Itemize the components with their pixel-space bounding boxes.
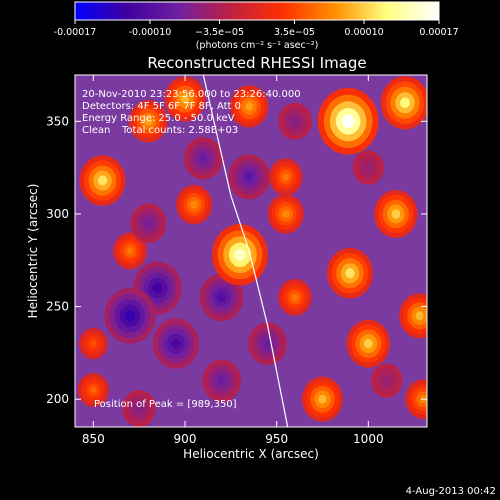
plot-area: 850 900 950 1000 200 250 300 350 20-Nov-2010 2… — [46, 74, 428, 446]
heatmap-contour — [97, 175, 108, 186]
heatmap-contour — [180, 94, 190, 104]
heatmap-contour — [282, 209, 290, 218]
annotation-counts: Total counts: 2.58E+03 — [121, 125, 238, 136]
y-tick-label: 250 — [46, 300, 69, 314]
heatmap-contour — [363, 338, 373, 349]
heatmap-contour — [383, 377, 390, 385]
y-axis-title: Heliocentric Y (arcsec) — [26, 184, 40, 319]
plot-frame — [74, 74, 428, 428]
heatmap-negative-blob — [152, 318, 199, 369]
heatmap-positive-blob — [399, 293, 427, 339]
x-tick-label: 950 — [265, 432, 288, 446]
colorbar-unit-label: (photons cm⁻² s⁻¹ asec⁻²) — [196, 40, 319, 51]
heatmap-positive-blob — [164, 76, 206, 122]
y-tick-label: 200 — [46, 392, 69, 406]
heatmap-positive-blob — [317, 87, 379, 155]
heatmap-positive-blob — [346, 319, 391, 368]
heatmap-positive-blob — [78, 327, 108, 360]
annotation-peak: Position of Peak = [989,350] — [94, 399, 237, 410]
heatmap-negative-blob — [228, 154, 270, 200]
y-tick-label: 350 — [46, 114, 69, 128]
heatmap-contour — [124, 310, 136, 322]
colorbar-tick-label: 0.00010 — [344, 27, 383, 38]
heatmap-positive-blob — [129, 100, 168, 143]
footer-date: 4-Aug-2013 00:42 — [406, 486, 496, 497]
heatmap-negative-blob — [278, 102, 312, 140]
heatmap-contour — [234, 248, 246, 261]
heatmap-contour — [190, 200, 198, 209]
heatmap-positive-blob — [77, 372, 109, 408]
annotation-clean: Clean — [82, 125, 110, 136]
heatmap-positive-blob — [212, 224, 268, 286]
x-axis-title: Heliocentric X (arcsec) — [183, 447, 319, 461]
heatmap-contour — [282, 173, 290, 181]
heatmap-negative-blob — [130, 203, 167, 244]
heatmap-negative-blob — [104, 287, 156, 344]
heatmap-positive-blob — [268, 158, 303, 196]
heatmap-positive-blob — [267, 194, 304, 234]
heatmap-positive-blob — [278, 278, 312, 316]
colorbar-tick-label: -0.00017 — [54, 27, 97, 38]
heatmap-contour — [144, 219, 152, 228]
heatmap-negative-blob — [352, 150, 384, 185]
heatmap-contour — [342, 114, 355, 128]
heatmap-contour — [144, 117, 153, 126]
heatmap-contour — [318, 394, 327, 404]
heatmap-negative-blob — [199, 273, 244, 322]
heatmap-contour — [217, 292, 227, 303]
heatmap-contour — [291, 117, 299, 126]
heatmap-contour — [126, 247, 134, 255]
colorbar-tick-label: 3.5e−05 — [274, 27, 315, 38]
heatmap-blobs — [77, 76, 427, 427]
heatmap-negative-blob — [371, 363, 403, 398]
heatmap-contour — [90, 386, 97, 394]
heatmap-positive-blob — [301, 376, 344, 422]
heatmap-contour — [345, 268, 355, 279]
heatmap-positive-blob — [326, 247, 374, 299]
heatmap-contour — [291, 293, 299, 302]
colorbar-tick-label: −3.5e−05 — [195, 27, 244, 38]
heatmap-contour — [135, 404, 143, 413]
heatmap-negative-blob — [122, 390, 157, 427]
heatmap-contour — [263, 339, 272, 348]
heatmap-positive-blob — [79, 155, 126, 206]
heatmap-contour — [245, 172, 254, 182]
heatmap-positive-blob — [380, 76, 427, 130]
colorbar-gradient — [74, 1, 440, 21]
heatmap-contour — [391, 209, 401, 219]
heatmap-positive-blob — [176, 184, 213, 225]
x-tick-label: 850 — [82, 432, 105, 446]
plot-title: Reconstructed RHESSI Image — [147, 54, 366, 72]
heatmap-negative-blob — [248, 322, 287, 365]
solar-limb-curve — [202, 75, 289, 427]
annotation-detectors: Detectors: 4F 5F 6F 7F 8F, Att 0 — [82, 101, 241, 112]
x-tick-label: 900 — [174, 432, 197, 446]
colorbar-tick-label: -0.00010 — [129, 27, 172, 38]
heatmap-contour — [365, 164, 372, 172]
heatmap-contour — [245, 102, 254, 111]
heatmap-contour — [415, 311, 424, 321]
y-axis-ticks: 200 250 300 350 — [46, 114, 427, 406]
heatmap-contour — [199, 154, 208, 163]
heatmap-contour — [217, 376, 226, 385]
heatmap-contour — [400, 97, 410, 109]
annotation-time-range: 20-Nov-2010 23:23:56.000 to 23:26:40.000 — [82, 89, 301, 100]
x-axis-ticks: 850 900 950 1000 — [82, 75, 384, 446]
colorbar-tick-label: 0.00017 — [419, 27, 458, 38]
heatmap-positive-blob — [405, 379, 427, 420]
heatmap-positive-blob — [374, 190, 418, 238]
colorbar: -0.00017 -0.00010 −3.5e−05 3.5e−05 0.00010 0.… — [54, 1, 459, 51]
colorbar-ticks: -0.00017 -0.00010 −3.5e−05 3.5e−05 0.00010 0.… — [54, 20, 459, 38]
heatmap-contour — [152, 282, 163, 294]
x-tick-label: 1000 — [353, 432, 384, 446]
y-tick-label: 300 — [46, 207, 69, 221]
annotation-energy: Energy Range: 25.0 - 50.0 keV — [82, 113, 235, 124]
heatmap-contour — [90, 340, 97, 347]
heatmap-positive-blob — [229, 85, 269, 128]
heatmap-negative-blob — [184, 137, 223, 180]
heatmap-positive-blob — [113, 232, 147, 270]
heatmap-contour — [171, 338, 181, 349]
heatmap-negative-blob — [202, 359, 241, 402]
